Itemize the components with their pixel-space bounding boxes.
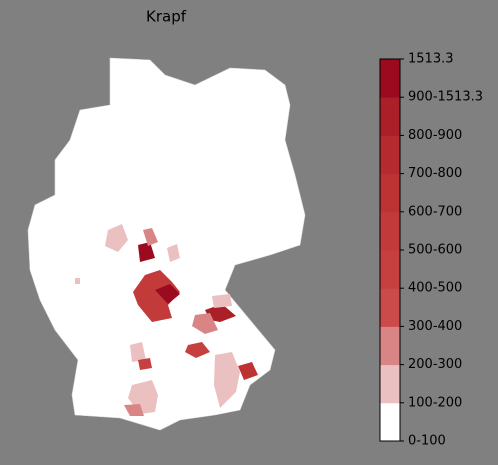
country-outline xyxy=(27,57,306,431)
region xyxy=(130,342,146,362)
region xyxy=(155,284,180,304)
region xyxy=(192,313,218,334)
region xyxy=(133,270,180,322)
region xyxy=(167,244,180,262)
germany-map xyxy=(27,57,306,431)
colorbar-label: 900-1513.3 xyxy=(408,90,483,105)
colorbar-segment xyxy=(380,250,400,289)
colorbar-segment xyxy=(380,173,400,213)
region xyxy=(214,352,240,408)
region xyxy=(105,224,128,252)
colorbar-label: 400-500 xyxy=(408,281,462,296)
colorbar-segment xyxy=(380,211,400,251)
colorbar-segment xyxy=(380,59,400,98)
colorbar-label: 100-200 xyxy=(408,395,462,410)
region xyxy=(75,278,80,284)
region xyxy=(238,362,258,380)
colorbar-label: 500-600 xyxy=(408,243,462,258)
region xyxy=(143,228,158,246)
colorbar-label: 800-900 xyxy=(408,128,462,143)
colorbar-label: 700-800 xyxy=(408,166,462,181)
region xyxy=(205,304,236,322)
region xyxy=(185,342,210,358)
colorbar-label: 1513.3 xyxy=(408,52,454,67)
colorbar-label: 300-400 xyxy=(408,319,462,334)
colorbar: 0-100 100-200 200-300 300-400 400-500 500-600… xyxy=(379,52,483,449)
region xyxy=(212,294,232,308)
colorbar-label: 200-300 xyxy=(408,357,462,372)
map-title: Krapf xyxy=(146,8,187,26)
colorbar-segment xyxy=(380,97,400,136)
colorbar-segment xyxy=(380,402,400,442)
colorbar-segment xyxy=(380,364,400,404)
colorbar-segment xyxy=(380,288,400,327)
region xyxy=(138,242,155,262)
colorbar-label: 600-700 xyxy=(408,204,462,219)
region xyxy=(124,404,144,416)
colorbar-segment xyxy=(380,326,400,366)
region xyxy=(138,358,152,370)
colorbar-label: 0-100 xyxy=(408,434,446,449)
colorbar-segment xyxy=(380,135,400,175)
